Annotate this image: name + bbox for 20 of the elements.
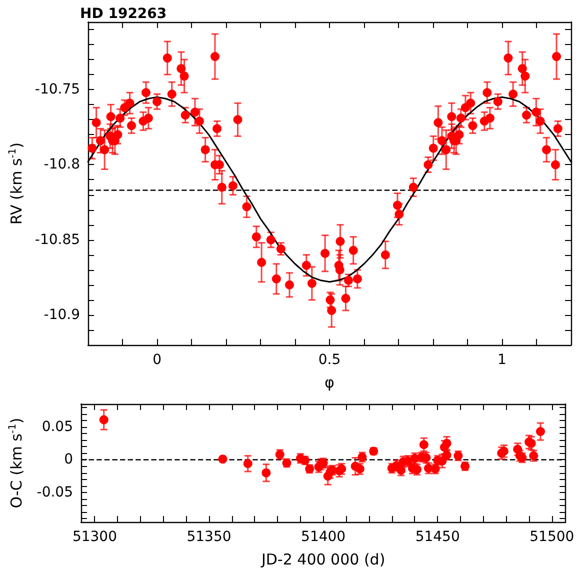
chart-title: HD 192263 [80, 6, 167, 22]
x-tick-label: 0.5 [318, 352, 341, 368]
y-tick-label: -0.05 [36, 484, 73, 500]
y-tick-label: -10.85 [34, 232, 80, 248]
y-tick-label: 0 [64, 452, 73, 468]
y-tick-label: 0.05 [42, 418, 73, 435]
y-axis-title: O-C (km s-1) [8, 418, 26, 508]
y-tick-label: -10.8 [44, 156, 80, 173]
x-tick-label: 51350 [186, 529, 232, 545]
x-tick-label: 0 [152, 352, 162, 368]
x-tick-label: 1 [498, 352, 506, 368]
x-tick-label: 51300 [72, 529, 117, 545]
x-tick-label: 51450 [415, 529, 460, 545]
x-tick-label: 51500 [530, 529, 574, 545]
y-tick-label: -10.9 [44, 306, 80, 323]
y-axis-title: RV (km s-1) [8, 142, 26, 225]
x-axis-title: φ [324, 374, 335, 392]
y-tick-label: -10.75 [34, 82, 80, 98]
x-tick-label: 51400 [301, 529, 346, 545]
x-axis-title: JD-2 400 000 (d) [260, 550, 386, 568]
